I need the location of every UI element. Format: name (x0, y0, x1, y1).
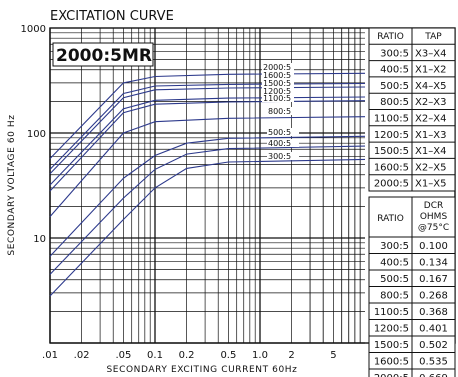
curve-label: 1200:5 (263, 87, 291, 96)
y-tick-labels: 10 100 1000 (21, 24, 46, 245)
tap-tap-cell: X1–X3 (415, 130, 446, 141)
x-tick-label: .05 (115, 350, 131, 361)
curve-2000-5 (49, 72, 366, 159)
x-tick-label: 0.2 (179, 350, 195, 361)
dcr-ratio-cell: 2000:5 (374, 373, 409, 377)
curve-label: 2000:5 (263, 63, 291, 72)
y-axis-label: SECONDARY VOLTAGE 60 Hz (7, 114, 17, 255)
curve-800-5 (49, 116, 366, 217)
curve-label: 1500:5 (263, 79, 291, 88)
dcr-ratio-cell: 300:5 (380, 241, 409, 252)
dcr-value-cell: 0.134 (419, 258, 448, 269)
x-tick-label: 0.5 (220, 350, 236, 361)
dcr-header-line: DCR (424, 201, 443, 211)
x-tick-label: 5 (330, 350, 336, 361)
tap-ratio-cell: 1500:5 (374, 146, 409, 157)
tap-ratio-cell: 400:5 (380, 65, 409, 76)
x-axis-label: SECONDARY EXCITING CURRENT 60Hz (106, 365, 297, 375)
curve-label-bg (262, 79, 294, 87)
dcr-value-cell: 0.100 (419, 241, 448, 252)
tap-ratio-cell: 300:5 (380, 48, 409, 59)
dcr-value-cell: 0.268 (419, 291, 448, 302)
curve-label: 400:5 (268, 139, 291, 148)
dcr-header-line: @75°C (418, 223, 449, 233)
curve-label-bg (267, 139, 299, 147)
dcr-value-cell: 0.368 (419, 307, 448, 318)
curve-300-5 (49, 158, 366, 297)
tap-tap-cell: X2–X4 (415, 114, 446, 125)
ct-label-box (52, 42, 154, 67)
curve-1100-5 (49, 100, 366, 192)
dcr-value-cell: 0.535 (419, 357, 448, 368)
dcr-ratio-cell: 1500:5 (374, 340, 409, 351)
tap-tap-cell: X1–X4 (415, 146, 446, 157)
chart-title: EXCITATION CURVE (50, 9, 174, 24)
dcr-ratio-cell: 800:5 (380, 291, 409, 302)
curve-label: 500:5 (268, 128, 291, 137)
y-tick-label: 10 (33, 234, 46, 245)
dcr-ratio-cell: 1600:5 (374, 357, 409, 368)
tap-ratio-cell: 500:5 (380, 81, 409, 92)
dcr-ratio-cell: 1200:5 (374, 324, 409, 335)
tap-ratio-cell: 800:5 (380, 97, 409, 108)
curves-group (49, 72, 366, 297)
y-tick-label: 1000 (21, 24, 46, 35)
dcr-value-cell: 0.401 (419, 324, 448, 335)
tap-header-tap: TAP (424, 32, 442, 42)
tap-table: RATIO TAP 300:5 X3–X4 400:5 X1–X2 500:5 X4–X5 80… (368, 27, 456, 192)
curve-label-bg (262, 71, 294, 79)
tap-header-ratio: RATIO (377, 32, 404, 42)
curve-label-bg (267, 152, 299, 160)
tap-tap-cell: X1–X5 (415, 179, 446, 190)
curve-label: 800:5 (268, 107, 291, 116)
dcr-value-cell: 0.502 (419, 340, 448, 351)
tap-ratio-cell: 1100:5 (374, 114, 409, 125)
x-tick-label: 0.1 (147, 350, 163, 361)
x-tick-label: 2 (288, 350, 294, 361)
curve-label: 300:5 (268, 152, 291, 161)
dcr-ratio-cell: 400:5 (380, 258, 409, 269)
curve-label-bg (262, 87, 294, 95)
x-tick-label: .02 (74, 350, 90, 361)
y-tick-label: 100 (27, 129, 46, 140)
curve-label: 1600:5 (263, 71, 291, 80)
dcr-value-cell: 0.669 (419, 373, 448, 377)
x-tick-label: .01 (42, 350, 58, 361)
tap-tap-cell: X4–X5 (415, 81, 446, 92)
tap-ratio-cell: 1600:5 (374, 162, 409, 173)
tap-ratio-cell: 2000:5 (374, 179, 409, 190)
dcr-value-cell: 0.167 (419, 274, 448, 285)
dcr-header-line: OHMS (420, 212, 448, 222)
dcr-ratio-cell: 500:5 (380, 274, 409, 285)
x-tick-labels: .01 .02 .05 0.1 0.2 0.5 1.0 2 5 (42, 350, 337, 361)
curve-500-5 (49, 135, 366, 257)
tap-tap-cell: X3–X4 (415, 48, 446, 59)
curve-label: 1100:5 (263, 94, 291, 103)
tap-tap-cell: X2–X5 (415, 162, 446, 173)
curve-label-bg (267, 107, 299, 115)
dcr-ratio-cell: 1100:5 (374, 307, 409, 318)
curve-400-5 (49, 145, 366, 275)
dcr-header-ratio: RATIO (377, 214, 404, 224)
ct-label: 2000:5MR (56, 46, 152, 66)
x-tick-label: 1.0 (252, 350, 268, 361)
curve-label-bg (262, 63, 294, 71)
curve-label-bg (267, 128, 299, 136)
tap-ratio-cell: 1200:5 (374, 130, 409, 141)
tap-tap-cell: X1–X2 (415, 65, 446, 76)
tap-tap-cell: X2–X3 (415, 97, 446, 108)
curve-label-bg (262, 94, 294, 102)
